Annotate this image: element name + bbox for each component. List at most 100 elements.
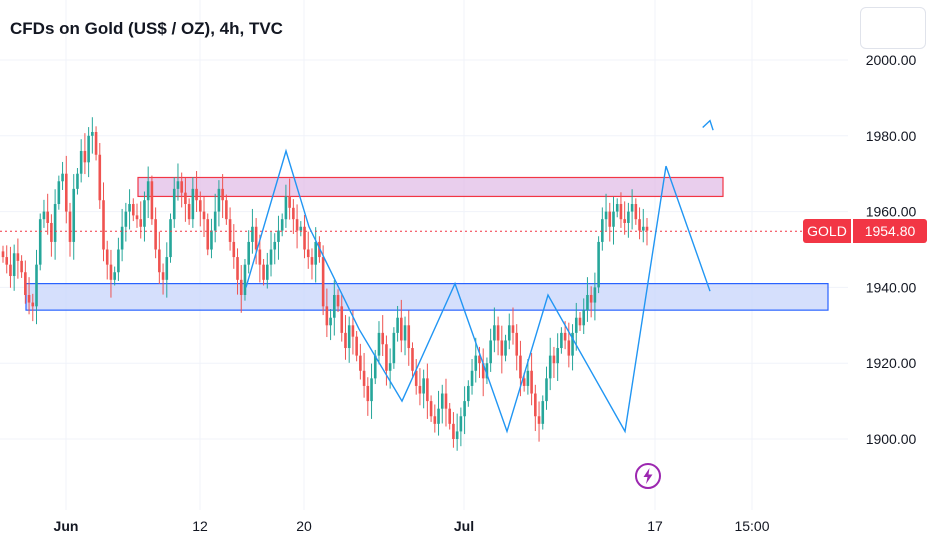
candle-up (299, 226, 303, 231)
price-axis[interactable]: 2000.00 1980.00 1960.00 1940.00 1920.00 1900.… (866, 52, 917, 447)
candle-down (150, 181, 154, 220)
candle-up (76, 173, 79, 189)
candle-up (526, 370, 530, 386)
candle-down (98, 154, 102, 201)
candle-down (236, 257, 239, 280)
candle-up (615, 204, 619, 212)
candle-down (24, 272, 27, 295)
candle-down (154, 219, 157, 250)
candle-up (582, 310, 586, 326)
candle-down (634, 204, 638, 220)
candle-up (604, 211, 608, 220)
candle-up (128, 204, 131, 212)
candle-up (12, 253, 16, 277)
candle-down (83, 150, 87, 163)
candle-down (288, 196, 291, 208)
candle-down (366, 385, 370, 402)
candle-up (574, 317, 578, 333)
candle-down (496, 325, 500, 341)
candle-up (280, 219, 284, 231)
resistance-zone[interactable] (137, 176, 724, 198)
candle-up (507, 325, 511, 341)
candle-down (515, 332, 519, 356)
y-tick-label: 1940.00 (866, 279, 917, 295)
candle-up (217, 188, 221, 212)
candle-up (474, 355, 478, 371)
candle-down (619, 204, 623, 220)
lightning-bolt-icon[interactable] (634, 462, 662, 490)
x-tick-label: 15:00 (734, 518, 769, 534)
candle-down (426, 378, 429, 402)
candle-up (377, 332, 381, 356)
projection-zigzag[interactable] (245, 148, 711, 434)
candle-up (124, 211, 128, 227)
candle-up (370, 378, 373, 402)
candle-down (414, 370, 418, 386)
candle-up (213, 211, 217, 231)
candle-down (94, 132, 98, 155)
candle-down (321, 257, 325, 307)
candle-up (329, 317, 332, 326)
candle-up (117, 249, 120, 273)
candle-down (161, 272, 165, 280)
candle-up (641, 226, 645, 231)
x-tick-label: Jul (454, 518, 474, 534)
candle-up (463, 401, 466, 417)
symbol-tag: GOLD (803, 219, 851, 243)
candle-up (601, 219, 604, 242)
candle-down (5, 257, 9, 265)
candle-down (578, 317, 582, 326)
candle-up (251, 226, 254, 242)
candle-up (91, 132, 94, 136)
candle-down (131, 204, 135, 216)
candle-up (247, 241, 250, 265)
y-tick-label: 1900.00 (866, 431, 917, 447)
candle-down (310, 257, 314, 265)
candle-down (239, 279, 243, 295)
candles (1, 117, 649, 451)
candle-down (623, 219, 626, 223)
candle-up (53, 204, 57, 242)
candle-up (146, 181, 150, 201)
candle-down (418, 385, 422, 394)
candle-down (9, 264, 12, 277)
chart-title: CFDs on Gold (US$ / OZ), 4h, TVC (10, 19, 283, 38)
candle-down (292, 207, 295, 220)
candle-up (541, 401, 545, 424)
candle-down (563, 332, 567, 341)
candle-down (187, 204, 191, 220)
candle-up (593, 287, 597, 303)
candle-down (303, 226, 306, 250)
candle-down (519, 355, 522, 379)
candle-up (347, 325, 351, 349)
candle-down (400, 317, 403, 341)
projection-path[interactable] (245, 119, 714, 434)
candle-down (433, 416, 437, 424)
support-zone[interactable] (25, 283, 829, 311)
candle-down (195, 188, 198, 201)
x-tick-label: 17 (647, 518, 663, 534)
price-scale-box[interactable] (860, 7, 926, 49)
candle-down (530, 370, 533, 394)
candle-down (158, 249, 161, 273)
candle-up (284, 196, 288, 220)
candle-up (373, 355, 377, 379)
candle-up (396, 317, 399, 333)
candle-down (448, 408, 452, 424)
candle-down (537, 416, 541, 424)
x-tick-label: 20 (296, 518, 312, 534)
candle-down (254, 226, 258, 250)
candle-down (198, 200, 202, 212)
candle-up (556, 348, 559, 364)
candle-up (269, 249, 273, 265)
candle-down (105, 249, 109, 265)
candle-up (266, 264, 269, 280)
candle-down (27, 294, 31, 303)
candle-up (627, 211, 630, 223)
candle-down (135, 215, 139, 220)
time-axis[interactable]: Jun 12 20 Jul 17 15:00 (54, 518, 770, 534)
candle-down (258, 249, 262, 265)
candle-up (113, 272, 116, 280)
